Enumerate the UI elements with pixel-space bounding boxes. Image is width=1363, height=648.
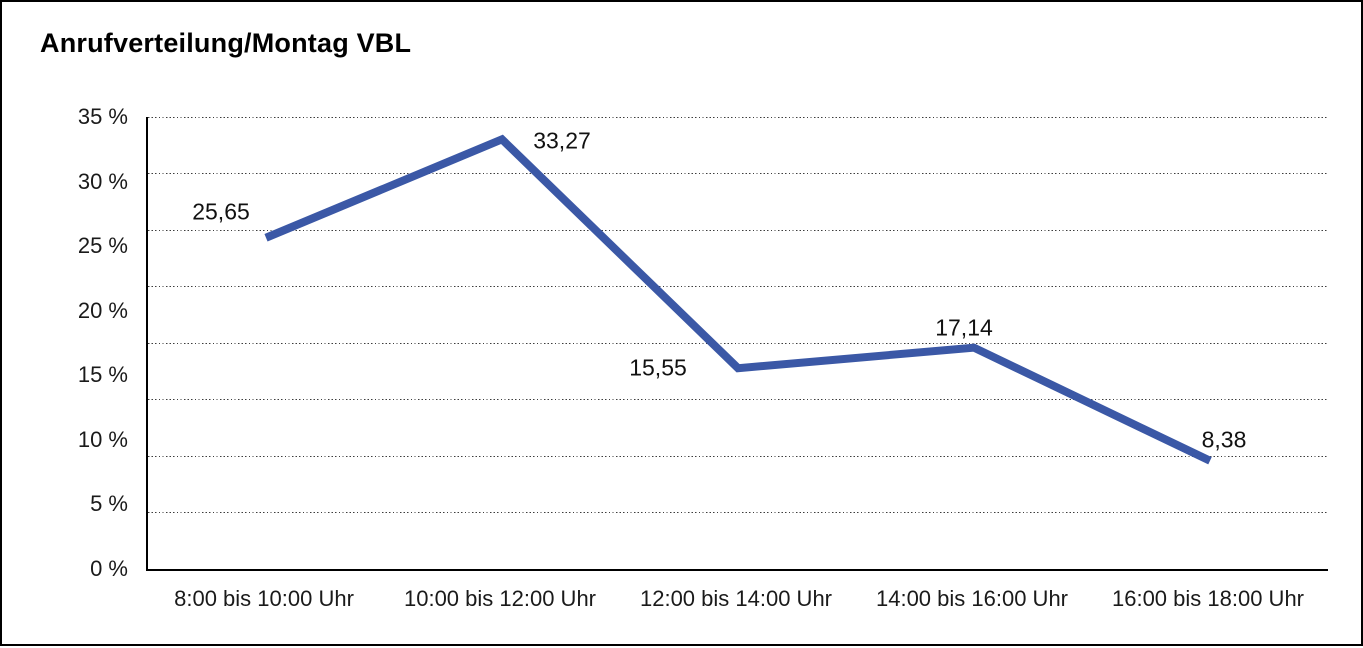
plot-area: 25,65 33,27 15,55 17,14 8,38 <box>146 116 1328 571</box>
gridline <box>148 455 1328 458</box>
gridline <box>148 116 1328 119</box>
chart-title: Anrufverteilung/Montag VBL <box>40 28 412 58</box>
gridline <box>148 286 1328 288</box>
line-series <box>264 134 1212 465</box>
gridline <box>148 229 1328 232</box>
y-axis-tick-label: 35 % <box>77 104 128 129</box>
data-point-label: 33,27 <box>533 127 591 154</box>
y-axis-tick-label: 20 % <box>77 297 128 323</box>
y-axis-tick-label: 15 % <box>77 362 128 388</box>
y-axis-tick-label: 25 % <box>77 233 128 259</box>
x-axis-category-label: 12:00 bis 14:00 Uhr <box>639 586 833 611</box>
data-point-label: 15,55 <box>629 354 687 381</box>
y-axis-labels: 35 % 30 % 25 % 20 % 15 % 10 % 5 % 0 % <box>2 2 128 648</box>
x-axis-category-label: 10:00 bis 12:00 Uhr <box>403 586 597 611</box>
gridline <box>148 173 1328 175</box>
x-axis-category-label: 14:00 bis 16:00 Uhr <box>875 586 1069 611</box>
gridline <box>148 512 1328 514</box>
y-axis-tick-label: 30 % <box>77 168 128 194</box>
x-axis-category-label: 16:00 bis 18:00 Uhr <box>1111 586 1305 611</box>
y-axis-tick-label: 10 % <box>77 426 128 452</box>
x-axis-category-label: 8:00 bis 10:00 Uhr <box>174 586 354 611</box>
data-point-label: 8,38 <box>1201 426 1247 453</box>
gridline <box>148 399 1328 401</box>
y-axis-tick-label: 5 % <box>90 491 128 517</box>
data-point-label: 25,65 <box>192 198 250 225</box>
series-line <box>264 134 1212 465</box>
data-point-label: 17,14 <box>935 314 993 341</box>
gridline <box>148 342 1328 345</box>
y-axis-tick-label: 0 % <box>90 556 128 581</box>
